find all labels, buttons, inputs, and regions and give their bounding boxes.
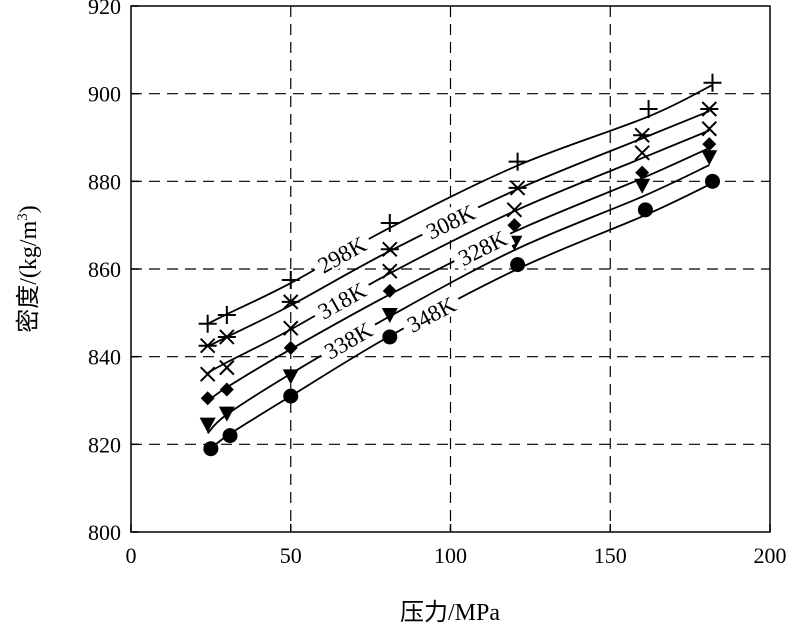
series-markers	[198, 73, 722, 457]
series-label-bg	[448, 222, 516, 272]
marker-348K	[637, 202, 653, 218]
marker-328K	[219, 382, 234, 397]
marker-298K	[281, 270, 300, 289]
gridlines	[131, 6, 770, 532]
marker-348K	[222, 428, 238, 444]
y-tick-label: 920	[88, 0, 121, 19]
axis-ticks: 0 50 100 150 200 800 820 840 860 880 900 920	[88, 0, 787, 568]
x-tick-label: 100	[434, 543, 467, 568]
series-line-318K	[207, 129, 710, 374]
marker-348K	[510, 257, 526, 273]
marker-318K	[382, 263, 398, 279]
series-line-298K	[207, 84, 713, 325]
y-axis-title-superscript: 3	[15, 213, 31, 221]
y-axis-title-main: 密度/(kg/m	[15, 220, 42, 332]
series-label-bg	[308, 273, 375, 326]
y-axis-title: 密度/(kg/m3)	[15, 205, 42, 333]
marker-328K	[200, 391, 215, 406]
marker-298K	[639, 100, 658, 119]
marker-348K	[283, 388, 299, 404]
marker-338K	[701, 150, 718, 166]
series-label-bg	[416, 196, 484, 246]
marker-298K	[380, 213, 399, 232]
series-label-bg	[308, 228, 375, 280]
marker-338K	[381, 308, 398, 324]
series-label-bg	[397, 288, 464, 339]
marker-328K	[702, 137, 717, 152]
marker-318K	[634, 145, 650, 161]
marker-298K	[703, 73, 722, 92]
marker-348K	[704, 173, 720, 189]
marker-328K	[635, 165, 650, 180]
marker-308K	[380, 241, 399, 257]
marker-308K	[700, 101, 719, 117]
marker-318K	[199, 366, 216, 382]
marker-308K	[217, 329, 236, 345]
marker-308K	[198, 338, 217, 354]
marker-348K	[382, 329, 398, 345]
marker-298K	[217, 306, 236, 325]
y-tick-label: 880	[88, 169, 121, 194]
x-tick-label: 50	[280, 543, 302, 568]
y-tick-label: 820	[88, 432, 121, 457]
marker-338K	[218, 406, 235, 422]
series-line-308K	[207, 110, 710, 348]
series-label-bg	[314, 313, 381, 366]
marker-318K	[283, 320, 299, 336]
marker-298K	[508, 152, 527, 171]
marker-338K	[199, 417, 216, 433]
y-tick-label: 860	[88, 257, 121, 282]
marker-318K	[219, 359, 235, 376]
y-axis-title-suffix: )	[16, 205, 42, 213]
marker-308K	[281, 294, 300, 310]
y-tick-label: 800	[88, 520, 121, 545]
marker-308K	[508, 180, 527, 196]
y-tick-label: 900	[88, 82, 121, 107]
y-tick-label: 840	[88, 345, 121, 370]
marker-338K	[282, 369, 299, 385]
x-axis-title: 压力/MPa	[400, 599, 500, 626]
marker-328K	[382, 283, 397, 298]
marker-308K	[633, 127, 652, 144]
marker-318K	[701, 121, 718, 137]
marker-348K	[203, 441, 219, 457]
marker-328K	[283, 340, 298, 355]
x-tick-label: 0	[126, 543, 137, 568]
marker-298K	[198, 314, 217, 333]
marker-328K	[507, 218, 522, 233]
marker-338K	[634, 178, 651, 194]
marker-318K	[506, 202, 523, 218]
x-tick-label: 200	[754, 543, 787, 568]
x-tick-label: 150	[594, 543, 627, 568]
